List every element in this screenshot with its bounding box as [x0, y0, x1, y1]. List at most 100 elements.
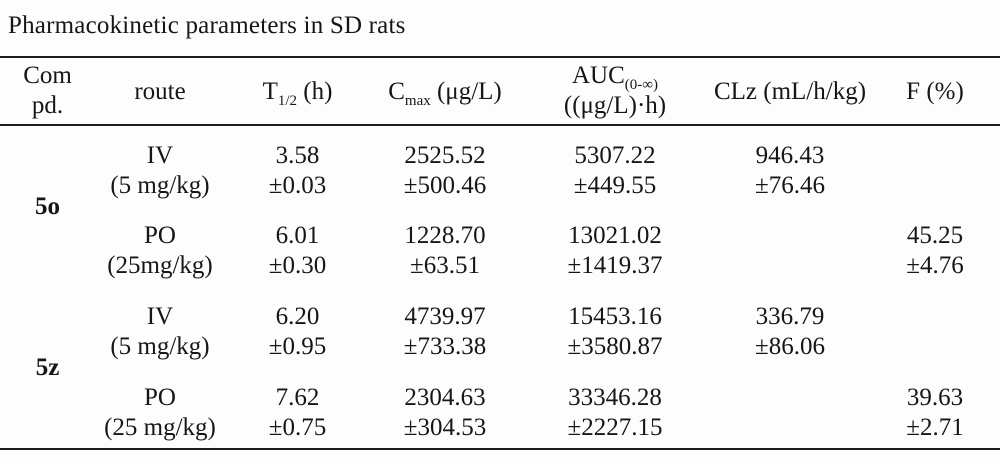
cell-f: [870, 125, 1000, 206]
cell-thalf: 7.62 ±0.75: [225, 368, 370, 449]
cell-route: IV (5 mg/kg): [95, 125, 225, 206]
auc-value: 15453.16: [568, 303, 662, 330]
cmax-value: 1228.70: [404, 222, 486, 249]
f-sd: ±2.71: [906, 413, 964, 441]
cell-thalf: 6.01 ±0.30: [225, 206, 370, 287]
route-value: PO: [144, 383, 176, 411]
cell-clz: [710, 368, 870, 449]
thalf-sd: ±0.75: [268, 413, 327, 441]
table-row-5z-iv: 5z IV (5 mg/kg) 6.20 ±0.95 4739.97 ±733.…: [0, 287, 1000, 381]
table-caption: Pharmacokinetic parameters in SD rats: [8, 12, 406, 39]
clz-value: 336.79: [755, 303, 825, 330]
auc-sd: ±3580.87: [567, 333, 663, 360]
auc-sd: ±2227.15: [567, 413, 663, 441]
table-row-5z-po: PO (25 mg/kg) 7.62 ±0.75 2304.63 ±304.53…: [0, 368, 1000, 449]
cell-thalf: 6.20 ±0.95: [225, 287, 370, 368]
f-value: [870, 302, 1000, 332]
thalf-sd: ±0.30: [268, 252, 327, 279]
cell-auc: 13021.02 ±1419.37: [520, 206, 710, 287]
col-header-auc-line2: ((μg/L)·h): [563, 92, 667, 119]
auc-sd: ±449.55: [573, 171, 657, 199]
col-header-route: route: [95, 57, 225, 125]
clz-sd: ±76.46: [755, 171, 825, 199]
cell-cmax: 2525.52 ±500.46: [370, 125, 520, 206]
col-header-auc: AUC(0-∞) ((μg/L)·h): [520, 57, 710, 125]
cell-f: [870, 287, 1000, 368]
compound-label-5z: 5z: [35, 353, 60, 381]
col-header-auc-base: AUC: [572, 62, 625, 89]
clz-sd: [710, 413, 870, 443]
f-value: [870, 141, 1000, 171]
f-sd: [870, 171, 1000, 201]
cell-thalf: 3.58 ±0.03: [225, 125, 370, 206]
cell-cmax: 2304.63 ±304.53: [370, 368, 520, 449]
col-header-thalf-base: T: [262, 77, 278, 105]
cmax-sd: ±63.51: [410, 252, 480, 279]
cell-auc: 15453.16 ±3580.87: [520, 287, 710, 368]
dose-value: (5 mg/kg): [110, 171, 210, 199]
table-row-5o-iv: 5o IV (5 mg/kg) 3.58 ±0.03 2525.52 ±500.…: [0, 125, 1000, 220]
dose-value: (5 mg/kg): [110, 333, 210, 360]
col-header-thalf-sub: 1/2: [277, 92, 298, 109]
thalf-sd: ±0.03: [268, 171, 327, 199]
cell-route: IV (5 mg/kg): [95, 287, 225, 368]
col-header-cmax-sub: max: [404, 92, 431, 109]
col-header-clz: CLz (mL/h/kg): [713, 77, 867, 105]
cmax-sd: ±733.38: [403, 333, 487, 360]
col-header-compound: Com pd.: [0, 57, 95, 125]
cmax-value: 4739.97: [404, 303, 486, 330]
cell-clz: 336.79 ±86.06: [710, 287, 870, 368]
auc-value: 5307.22: [574, 141, 656, 169]
auc-value: 33346.28: [568, 383, 662, 411]
col-header-cmax-base: C: [388, 77, 405, 105]
header-row: Com pd. route T1/2 (h) Cmax (μg/L) AUC(0…: [0, 57, 1000, 125]
col-header-route-label: route: [134, 77, 186, 105]
route-value: IV: [146, 303, 174, 330]
col-header-cmax-unit: (μg/L): [430, 77, 502, 105]
cell-route: PO (25mg/kg): [95, 206, 225, 287]
cmax-sd: ±500.46: [403, 171, 487, 199]
table-body: 5o IV (5 mg/kg) 3.58 ±0.03 2525.52 ±500.…: [0, 125, 1000, 449]
dose-value: (25 mg/kg): [104, 413, 216, 441]
table-row-5o-po: PO (25mg/kg) 6.01 ±0.30 1228.70 ±63.51 1…: [0, 206, 1000, 287]
col-header-compound-line1: Com: [23, 62, 72, 89]
thalf-sd: ±0.95: [268, 333, 327, 360]
cmax-value: 2525.52: [404, 141, 486, 169]
col-header-f: F (%): [906, 77, 964, 105]
thalf-value: 3.58: [275, 141, 320, 169]
pk-table: Com pd. route T1/2 (h) Cmax (μg/L) AUC(0…: [0, 56, 1000, 450]
col-header-compound-line2: pd.: [31, 92, 64, 119]
cell-auc: 33346.28 ±2227.15: [520, 368, 710, 449]
thalf-value: 7.62: [275, 383, 320, 411]
route-value: IV: [146, 141, 174, 169]
col-header-thalf-unit: (h): [297, 77, 333, 105]
clz-value: [710, 221, 870, 251]
cmax-value: 2304.63: [404, 383, 486, 411]
cell-cmax: 1228.70 ±63.51: [370, 206, 520, 287]
f-value: 45.25: [906, 222, 964, 249]
route-value: PO: [144, 222, 176, 249]
col-header-thalf: T1/2 (h): [225, 57, 370, 125]
col-header-cmax: Cmax (μg/L): [370, 57, 520, 125]
cell-clz: [710, 206, 870, 287]
auc-value: 13021.02: [568, 222, 662, 249]
cell-cmax: 4739.97 ±733.38: [370, 287, 520, 368]
clz-value: 946.43: [755, 141, 825, 169]
thalf-value: 6.20: [275, 303, 320, 330]
clz-value: [710, 383, 870, 413]
dose-value: (25mg/kg): [107, 252, 213, 279]
cell-route: PO (25 mg/kg): [95, 368, 225, 449]
f-sd: ±4.76: [906, 252, 964, 279]
table-header: Com pd. route T1/2 (h) Cmax (μg/L) AUC(0…: [0, 57, 1000, 125]
auc-sd: ±1419.37: [567, 252, 663, 279]
col-header-auc-line1: AUC(0-∞): [520, 61, 710, 93]
thalf-value: 6.01: [275, 222, 320, 249]
cmax-sd: ±304.53: [403, 413, 487, 441]
f-sd: [870, 332, 1000, 362]
col-header-auc-sub: (0-∞): [624, 77, 658, 93]
f-value: 39.63: [906, 383, 964, 411]
cell-f: 39.63 ±2.71: [870, 368, 1000, 449]
compound-label-5o: 5o: [35, 192, 60, 220]
clz-sd: [710, 251, 870, 281]
